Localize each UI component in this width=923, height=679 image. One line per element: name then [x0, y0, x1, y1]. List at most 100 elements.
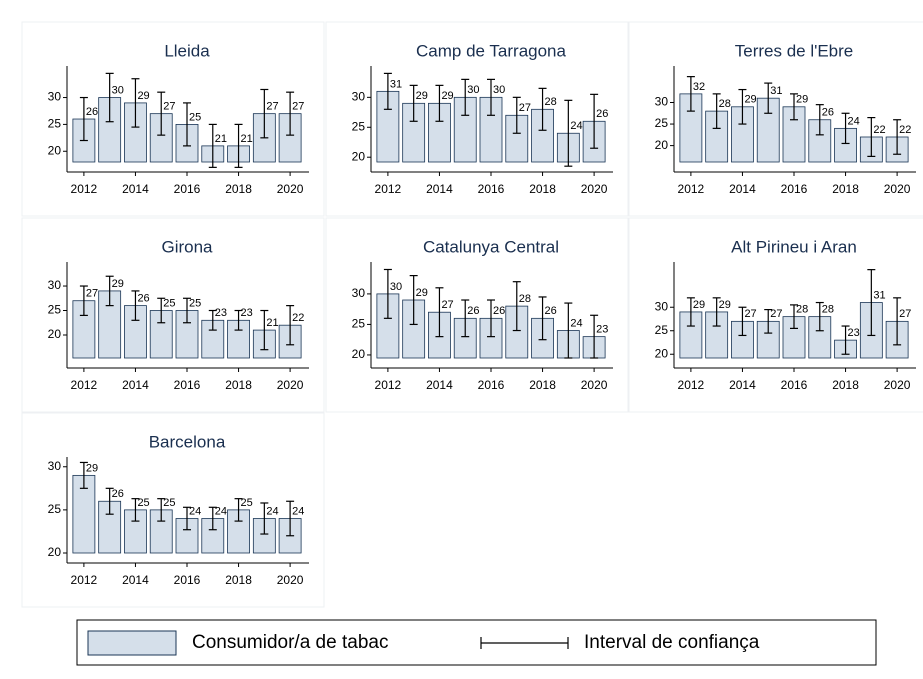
- x-tick-label: 2014: [122, 573, 149, 587]
- x-tick-label: 2018: [225, 182, 252, 196]
- value-label: 24: [848, 115, 860, 127]
- x-tick-label: 2020: [277, 573, 304, 587]
- x-tick-label: 2012: [375, 378, 402, 392]
- value-label: 29: [112, 278, 124, 290]
- y-tick-label: 20: [352, 149, 366, 163]
- y-tick-label: 20: [655, 138, 669, 152]
- error-bar: [286, 91, 295, 136]
- error-bar: [157, 498, 166, 522]
- panel-title: Camp de Tarragona: [416, 41, 566, 60]
- error-bar: [841, 325, 850, 355]
- error-bar: [686, 297, 695, 327]
- value-label: 22: [292, 312, 304, 324]
- y-tick-label: 25: [48, 117, 62, 131]
- panel: [325, 21, 629, 217]
- error-bar: [157, 297, 166, 324]
- error-bar: [409, 274, 418, 326]
- error-bar: [590, 93, 599, 149]
- panel-title: Lleida: [164, 41, 210, 60]
- x-tick-label: 2016: [781, 182, 808, 196]
- x-tick-label: 2014: [426, 182, 453, 196]
- value-label: 31: [390, 78, 402, 90]
- x-tick-label: 2018: [832, 182, 859, 196]
- value-label: 31: [873, 289, 885, 301]
- value-label: 29: [796, 94, 808, 106]
- error-bar: [590, 314, 599, 359]
- x-tick-label: 2018: [225, 573, 252, 587]
- panel-title: Catalunya Central: [423, 237, 559, 256]
- error-bar: [764, 82, 773, 114]
- value-label: 29: [137, 90, 149, 102]
- error-bar: [79, 285, 88, 317]
- error-bar: [461, 78, 470, 116]
- error-bar: [105, 72, 114, 123]
- x-tick-label: 2020: [884, 378, 911, 392]
- error-bar: [815, 104, 824, 136]
- value-label: 28: [796, 304, 808, 316]
- error-bar: [260, 309, 269, 351]
- error-bar: [538, 296, 547, 341]
- y-tick-label: 30: [655, 299, 669, 313]
- y-tick-label: 25: [655, 116, 669, 130]
- error-bar: [564, 99, 573, 167]
- x-tick-label: 2012: [375, 182, 402, 196]
- error-bar: [564, 302, 573, 359]
- value-label: 27: [86, 288, 98, 300]
- y-tick-label: 30: [48, 90, 62, 104]
- error-bar: [105, 275, 114, 307]
- x-tick-label: 2016: [478, 182, 505, 196]
- value-label: 26: [467, 305, 479, 317]
- error-bar: [409, 84, 418, 122]
- error-bar: [208, 309, 217, 331]
- error-bar: [867, 269, 876, 337]
- y-tick-label: 30: [48, 278, 62, 292]
- legend-ci-symbol: [480, 637, 569, 649]
- error-bar: [105, 487, 114, 515]
- error-bar: [487, 78, 495, 116]
- x-tick-label: 2020: [581, 182, 608, 196]
- value-label: 28: [822, 304, 834, 316]
- error-bar: [183, 506, 191, 531]
- y-tick-label: 20: [48, 545, 62, 559]
- error-bar: [131, 78, 140, 128]
- x-tick-label: 2014: [426, 378, 453, 392]
- error-bar: [712, 297, 721, 327]
- value-label: 27: [770, 308, 782, 320]
- value-label: 29: [693, 299, 705, 311]
- error-bar: [260, 502, 269, 535]
- error-bar: [461, 299, 470, 338]
- panel-title: Terres de l'Ebre: [735, 41, 854, 60]
- error-bar: [841, 112, 850, 145]
- error-bar: [234, 309, 243, 331]
- error-bar: [234, 123, 243, 168]
- x-tick-label: 2018: [832, 378, 859, 392]
- x-tick-label: 2016: [174, 378, 201, 392]
- x-tick-label: 2012: [71, 573, 98, 587]
- value-label: 24: [189, 505, 201, 517]
- x-tick-label: 2014: [729, 182, 756, 196]
- y-tick-label: 25: [352, 119, 366, 133]
- x-tick-label: 2018: [529, 182, 556, 196]
- x-tick-label: 2014: [729, 378, 756, 392]
- value-label: 23: [596, 324, 608, 336]
- value-label: 31: [770, 85, 782, 97]
- value-label: 23: [215, 307, 227, 319]
- error-bar: [79, 461, 88, 489]
- value-label: 26: [493, 305, 505, 317]
- legend-label: Interval de confiança: [584, 632, 760, 653]
- value-label: 27: [744, 308, 756, 320]
- y-tick-label: 25: [655, 323, 669, 337]
- value-label: 30: [467, 84, 479, 96]
- value-label: 21: [215, 133, 227, 145]
- x-tick-label: 2016: [174, 182, 201, 196]
- error-bar: [234, 498, 243, 522]
- panel-title: Alt Pirineu i Aran: [731, 237, 857, 256]
- y-tick-label: 30: [352, 90, 366, 104]
- error-bar: [208, 123, 217, 168]
- error-bar: [435, 287, 444, 338]
- value-label: 22: [899, 124, 911, 136]
- value-label: 25: [163, 497, 175, 509]
- y-tick-label: 30: [655, 95, 669, 109]
- value-label: 26: [112, 488, 124, 500]
